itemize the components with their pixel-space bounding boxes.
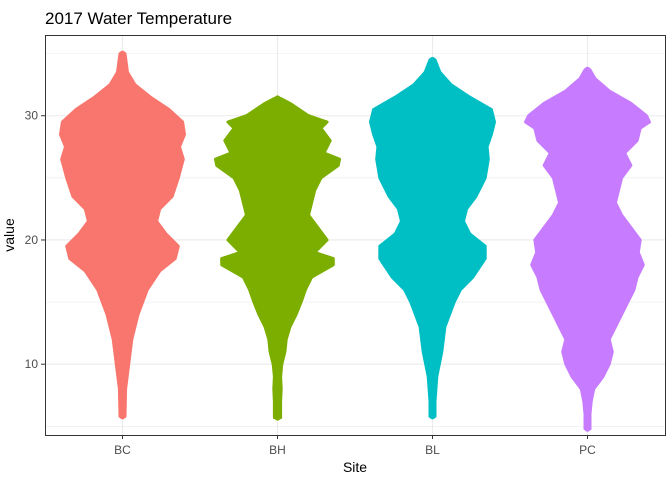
x-tick-label: BC: [114, 443, 131, 457]
violin-pc: [524, 68, 651, 431]
y-axis: 10 20 30: [25, 109, 45, 371]
violin-min-point-pc: [584, 425, 591, 432]
y-tick-label: 20: [25, 233, 39, 247]
y-tick-label: 30: [25, 109, 39, 123]
violin-bh: [214, 96, 341, 420]
y-tick-label: 10: [25, 357, 39, 371]
plot-border: [45, 35, 666, 436]
violin-bl: [369, 58, 496, 418]
violins: [59, 50, 651, 432]
x-tick-label: PC: [579, 443, 596, 457]
violin-max-point-bl: [429, 56, 436, 63]
x-axis: BC BH BL PC: [114, 435, 596, 457]
x-axis-label: Site: [343, 459, 367, 475]
violin-min-point-bl: [429, 413, 436, 420]
violin-min-point-bh: [274, 414, 281, 421]
y-axis-label: value: [1, 218, 17, 252]
chart-title: 2017 Water Temperature: [45, 9, 232, 28]
violin-max-point-bc: [119, 50, 126, 57]
violin-max-point-bh: [274, 95, 281, 102]
violin-max-point-pc: [584, 66, 591, 73]
x-tick-label: BL: [425, 443, 440, 457]
violin-min-point-bc: [119, 413, 126, 420]
x-tick-label: BH: [269, 443, 286, 457]
violin-bc: [59, 52, 186, 418]
